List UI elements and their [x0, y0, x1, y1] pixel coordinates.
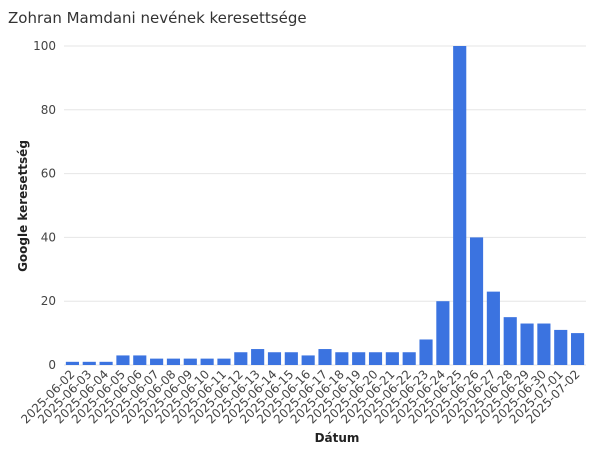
x-axis-label: Dátum: [315, 431, 360, 445]
bar-2025-06-13: [251, 349, 265, 365]
y-axis-label: Google keresettség: [16, 140, 30, 272]
bar-2025-06-30: [537, 323, 551, 365]
bar-2025-06-19: [352, 352, 366, 365]
bar-2025-06-26: [469, 237, 484, 365]
bar-2025-06-14: [267, 352, 282, 365]
y-tick-label: 80: [41, 103, 56, 117]
bar-2025-06-21: [385, 352, 399, 365]
bar-2025-06-08: [166, 358, 181, 365]
bar-2025-06-16: [301, 355, 315, 365]
y-tick-label: 0: [48, 358, 56, 372]
bar-2025-06-28: [503, 317, 517, 365]
bar-2025-06-03: [82, 361, 96, 365]
bars: [65, 46, 585, 365]
y-tick-label: 40: [41, 230, 56, 244]
bar-2025-06-20: [368, 352, 383, 365]
bar-2025-06-12: [234, 352, 248, 365]
bar-2025-06-06: [133, 355, 147, 365]
y-tick-label: 60: [41, 167, 56, 181]
y-tick-label: 100: [33, 39, 56, 53]
bar-2025-06-17: [318, 349, 332, 365]
bar-2025-06-02: [65, 361, 79, 365]
bar-2025-06-15: [284, 352, 298, 365]
bar-2025-07-01: [554, 329, 568, 365]
bar-2025-06-11: [217, 358, 231, 365]
bar-2025-06-04: [99, 361, 113, 365]
bar-2025-06-29: [520, 323, 534, 365]
bar-2025-06-25: [453, 46, 467, 365]
bar-2025-06-09: [183, 358, 197, 365]
bar-2025-06-24: [436, 301, 450, 365]
bar-2025-06-07: [150, 358, 164, 365]
bar-2025-07-02: [571, 333, 585, 365]
y-tick-label: 20: [41, 294, 56, 308]
bar-2025-06-05: [116, 355, 130, 365]
bar-2025-06-22: [402, 352, 416, 365]
bar-2025-06-10: [200, 358, 214, 365]
bar-2025-06-23: [419, 339, 433, 365]
bar-2025-06-27: [486, 291, 500, 365]
chart-title: Zohran Mamdani nevének keresettsége: [8, 9, 307, 27]
y-tick-labels: 0 20 40 60 80 100: [33, 39, 56, 372]
x-tick-labels: 2025-06-022025-06-032025-06-042025-06-05…: [18, 367, 582, 426]
bar-2025-06-18: [335, 352, 349, 365]
